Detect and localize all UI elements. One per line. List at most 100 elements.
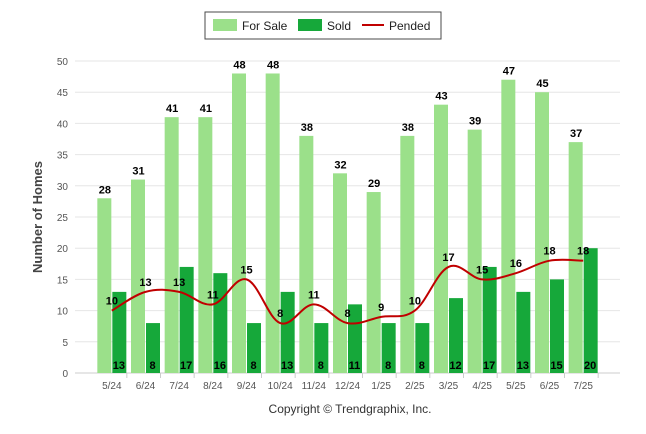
bar-for-sale [501, 79, 516, 373]
data-label-pended: 10 [106, 296, 118, 308]
y-tick-label: 25 [57, 213, 69, 224]
x-tick-label: 1/25 [371, 381, 391, 392]
bar-for-sale [131, 179, 145, 373]
x-tick-label: 2/25 [405, 381, 425, 392]
copyright-text: Copyright © Trendgraphix, Inc. [269, 402, 432, 416]
data-label-for-sale: 29 [368, 178, 380, 190]
x-tick-label: 3/25 [439, 381, 459, 392]
data-label-sold: 16 [214, 360, 226, 372]
y-tick-label: 20 [57, 244, 69, 255]
legend-label-sold: Sold [327, 19, 351, 33]
bar-for-sale [434, 104, 448, 374]
bar-for-sale [97, 198, 112, 373]
bar-for-sale [164, 117, 179, 373]
data-label-sold: 13 [517, 360, 529, 372]
x-tick-label: 10/24 [268, 381, 293, 392]
y-tick-label: 10 [57, 307, 69, 318]
y-tick-label: 15 [57, 275, 69, 286]
x-tick-label: 6/25 [540, 381, 560, 392]
bar-for-sale [265, 73, 280, 373]
x-tick-label: 6/24 [136, 381, 156, 392]
y-axis-ticks: 0 5 10 15 20 25 30 35 40 45 50 [57, 57, 69, 380]
data-label-for-sale: 41 [200, 103, 212, 115]
pended-line [111, 258, 584, 325]
data-label-sold: 20 [584, 360, 596, 372]
data-label-sold: 8 [250, 360, 256, 372]
data-label-for-sale: 47 [503, 66, 515, 78]
bar-for-sale [333, 173, 347, 373]
data-label-pended: 15 [240, 264, 252, 276]
x-tick-label: 11/24 [302, 381, 327, 392]
data-label-pended: 8 [277, 308, 283, 320]
data-label-pended: 9 [378, 302, 384, 314]
bar-sold [112, 291, 127, 373]
data-label-pended: 17 [442, 252, 454, 264]
y-tick-label: 35 [57, 151, 69, 162]
bars [97, 73, 598, 374]
x-axis-ticks: 5/24 6/24 7/24 8/24 9/24 10/24 11/24 12/24 1/25 2… [102, 373, 599, 392]
x-tick-label: 4/25 [472, 381, 492, 392]
legend-box [204, 11, 442, 40]
data-label-pended: 18 [577, 246, 589, 258]
data-label-pended: 13 [173, 277, 185, 289]
data-label-pended: 11 [207, 289, 219, 301]
bar-sold [146, 323, 160, 373]
data-label-sold: 8 [318, 360, 324, 372]
data-label-for-sale: 43 [435, 91, 447, 103]
bar-sold [314, 323, 329, 373]
data-label-for-sale: 38 [301, 122, 313, 134]
bar-for-sale [366, 192, 381, 373]
bar-sold [516, 291, 531, 373]
data-label-sold: 8 [149, 360, 155, 372]
x-tick-label: 12/24 [335, 381, 360, 392]
bar-sold [247, 323, 261, 373]
x-tick-label: 8/24 [203, 381, 223, 392]
data-label-sold: 8 [419, 360, 425, 372]
data-label-for-sale: 48 [233, 59, 245, 71]
legend-label-pended: Pended [389, 19, 430, 33]
legend-label-for-sale: For Sale [242, 19, 288, 33]
pended-line-path [111, 258, 584, 325]
bar-for-sale [467, 129, 482, 373]
y-tick-label: 30 [57, 182, 69, 193]
y-tick-label: 5 [62, 338, 68, 349]
data-label-sold: 8 [385, 360, 391, 372]
data-label-pended: 8 [344, 308, 350, 320]
bar-for-sale [400, 135, 415, 373]
data-label-sold: 15 [550, 360, 562, 372]
x-tick-label: 7/25 [573, 381, 593, 392]
x-tick-label: 5/24 [102, 381, 122, 392]
legend-swatch-sold [298, 19, 322, 31]
y-tick-label: 40 [57, 119, 69, 130]
y-axis-label: Number of Homes [30, 161, 45, 273]
legend: For Sale Sold Pended [204, 11, 442, 40]
data-label-for-sale: 41 [166, 103, 178, 115]
x-tick-label: 9/24 [237, 381, 257, 392]
bar-for-sale [568, 142, 583, 373]
data-label-pended: 15 [476, 264, 488, 276]
data-label-sold: 17 [483, 360, 495, 372]
bar-sold [583, 248, 598, 373]
data-label-for-sale: 48 [267, 59, 279, 71]
data-label-for-sale: 39 [469, 116, 481, 128]
data-label-sold: 12 [449, 360, 461, 372]
bar-for-sale [232, 73, 246, 373]
data-label-sold: 11 [349, 360, 361, 372]
x-tick-label: 7/24 [169, 381, 189, 392]
data-label-for-sale: 32 [334, 159, 346, 171]
bar-sold [482, 266, 497, 373]
data-label-sold: 13 [113, 360, 125, 372]
bar-sold [449, 298, 463, 373]
data-label-for-sale: 28 [99, 184, 111, 196]
data-label-pended: 11 [308, 289, 320, 301]
bar-sold [550, 279, 564, 373]
data-label-for-sale: 37 [570, 128, 582, 140]
bar-for-sale [198, 117, 213, 373]
data-label-sold: 13 [281, 360, 293, 372]
bar-sold [280, 291, 295, 373]
data-label-for-sale: 38 [402, 122, 414, 134]
data-label-pended: 18 [543, 246, 555, 258]
y-tick-label: 0 [62, 369, 68, 380]
legend-swatch-for-sale [213, 19, 237, 31]
